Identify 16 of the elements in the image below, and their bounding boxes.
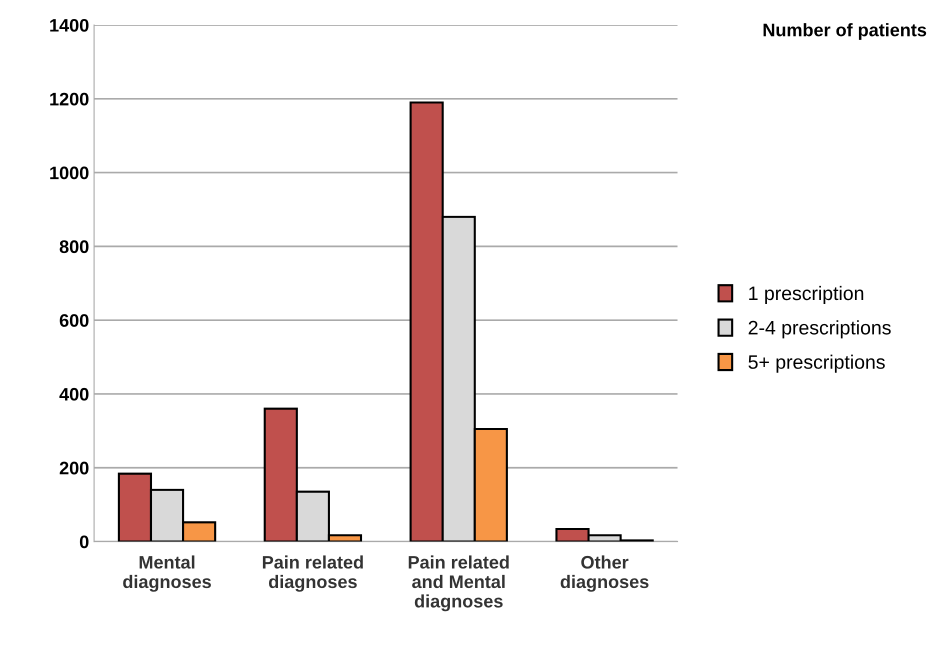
legend-label: 1 prescription bbox=[749, 286, 864, 304]
text: Number of patients bbox=[764, 23, 926, 40]
x-tick-label: Mental diagnoses bbox=[123, 555, 211, 592]
y-tick-label: 600 bbox=[60, 314, 88, 327]
y-tick-label: 1200 bbox=[50, 92, 89, 106]
y-tick-label: 1400 bbox=[50, 18, 89, 32]
y-tick-label: 400 bbox=[59, 388, 88, 401]
y-tick-label: 800 bbox=[60, 240, 88, 254]
x-tick-label: Pain related and Mental diagnoses bbox=[408, 555, 509, 612]
y-tick-label: 0 bbox=[80, 535, 88, 548]
legend-label: 5+ prescriptions bbox=[748, 354, 885, 373]
x-tick-label: Pain related diagnoses bbox=[262, 555, 363, 592]
legend-label: 2-4 prescriptions bbox=[748, 320, 891, 338]
x-tick-label: Other diagnoses bbox=[560, 555, 649, 592]
y-tick-label: 1000 bbox=[50, 166, 89, 180]
y-tick-label: 200 bbox=[60, 462, 88, 474]
